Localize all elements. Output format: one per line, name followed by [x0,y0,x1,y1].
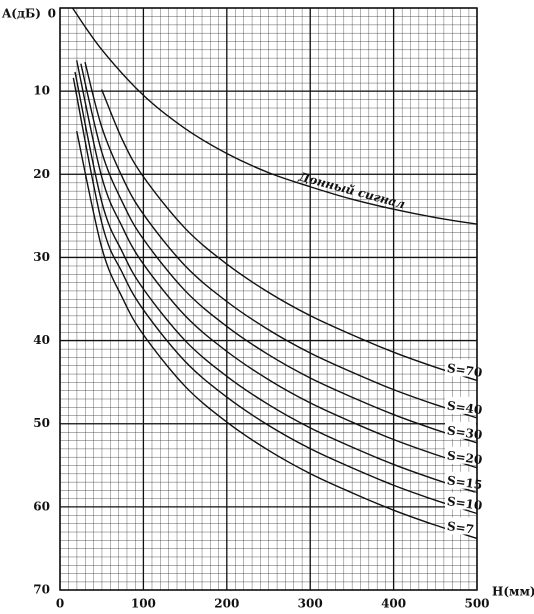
curve-label: S=10 [446,494,483,513]
label-box [445,359,476,377]
x-tick-label: 400 [381,597,406,611]
x-tick-label: 200 [214,597,239,611]
x-tick-label: 300 [298,597,323,611]
label-box [445,517,476,535]
curve [71,7,478,225]
curve [72,77,478,515]
curve-label: S=30 [446,423,483,442]
y-tick-label: 70 [33,583,50,597]
curve [75,130,478,540]
curve-label: S=70 [446,361,483,380]
x-axis-label: H(мм) [492,585,534,599]
curve-label: S=7 [446,519,475,537]
label-box [445,446,476,464]
curve [101,89,478,382]
x-tick-label: 100 [131,597,156,611]
y-tick-label: 60 [33,499,50,513]
x-tick-label: 500 [464,597,489,611]
y-tick-label: 0 [48,7,56,21]
y-tick-label: 50 [33,416,50,430]
y-tick-label: 30 [33,250,50,264]
label-box [445,492,476,510]
curve-label: S=40 [446,398,483,417]
curve [84,61,478,419]
label-box [445,421,476,439]
curve-label: S=20 [446,448,483,467]
curve-label: S=15 [446,473,483,492]
curve [75,60,478,469]
x-tick-label: 0 [56,597,64,611]
curve [80,63,478,444]
label-box [445,471,476,489]
curve [74,71,478,494]
plot-area [59,7,478,591]
y-tick-label: 20 [33,167,50,181]
y-axis-label: A(дБ) [1,7,41,21]
label-box [445,396,476,414]
y-tick-label: 10 [33,84,50,98]
y-tick-label: 40 [33,333,50,347]
